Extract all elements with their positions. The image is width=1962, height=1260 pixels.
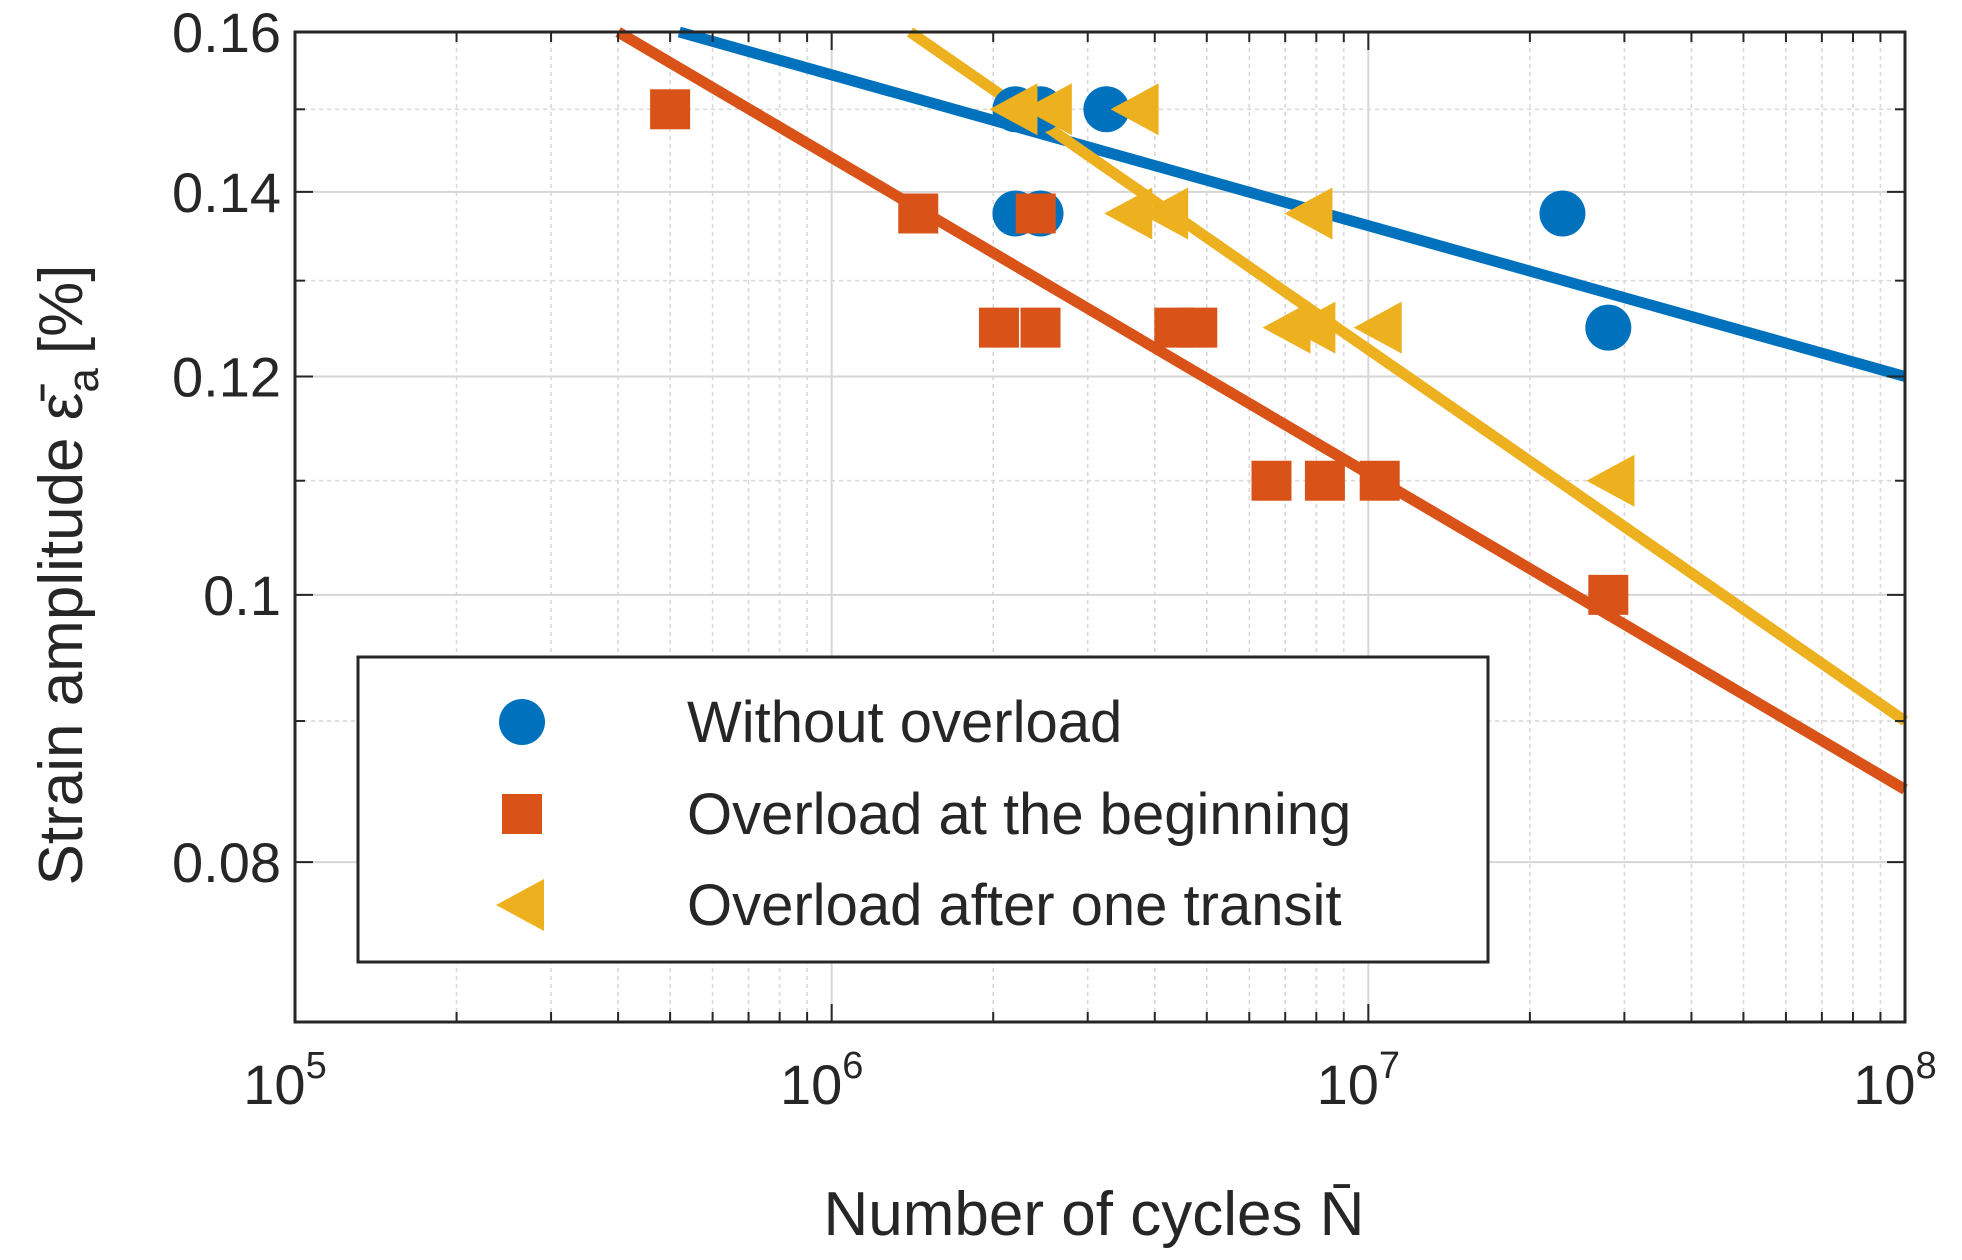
x-tick-label: 107: [1317, 1045, 1400, 1116]
x-tick-label-base: 10: [1317, 1053, 1379, 1116]
fit-lines: [615, 26, 1909, 795]
square-marker: [650, 89, 691, 130]
triangle-marker: [1104, 187, 1153, 240]
circle-marker: [1585, 304, 1632, 351]
legend-label: Overload after one transit: [687, 873, 1341, 938]
circle-marker: [1083, 86, 1130, 133]
square-marker: [1020, 307, 1061, 348]
triangle-marker: [1353, 301, 1402, 354]
legend-label: Overload at the beginning: [687, 782, 1351, 847]
x-tick-label-base: 10: [243, 1053, 305, 1116]
triangle-marker: [989, 83, 1038, 136]
circle-marker: [499, 699, 545, 745]
x-tick-label-base: 10: [780, 1053, 842, 1116]
legend-label: Without overload: [687, 690, 1122, 755]
triangle-marker: [1023, 83, 1072, 136]
square-marker: [1251, 460, 1292, 501]
x-tick-label-exponent: 6: [842, 1045, 863, 1087]
square-marker: [1359, 460, 1400, 501]
square-marker: [1177, 307, 1218, 348]
y-axis-title-group: Strain amplitude ε̄a [%]: [27, 265, 108, 886]
x-tick-label: 106: [780, 1045, 863, 1116]
triangle-marker: [1287, 301, 1336, 354]
y-tick-label: 0.12: [172, 346, 281, 409]
plot-frame: [293, 30, 1907, 1024]
fit-line: [615, 27, 1908, 795]
y-tick-label: 0.14: [172, 161, 281, 224]
x-tick-label: 105: [243, 1045, 326, 1116]
triangle-marker: [1140, 187, 1189, 240]
triangle-marker: [1110, 83, 1159, 136]
square-marker: [898, 193, 939, 234]
square-marker: [978, 307, 1019, 348]
triangle-marker: [1284, 187, 1333, 240]
x-tick-label-base: 10: [1853, 1053, 1915, 1116]
x-tick-label-exponent: 8: [1916, 1045, 1937, 1087]
axis-ticks: [294, 31, 1906, 1023]
square-marker: [1304, 460, 1345, 501]
square-marker: [1588, 574, 1629, 615]
square-marker: [502, 794, 542, 834]
circle-marker: [1539, 190, 1586, 237]
triangle-marker: [496, 879, 544, 931]
y-axis-title-subscript: a: [59, 368, 108, 393]
fit-line: [906, 27, 1909, 726]
y-axis-title-unit: [%]: [27, 265, 96, 355]
x-tick-label-exponent: 7: [1379, 1045, 1400, 1087]
y-axis-title-main: Strain amplitude ε̄: [27, 384, 96, 886]
y-tick-label: 0.16: [172, 1, 281, 64]
square-marker: [1015, 193, 1056, 234]
data-markers: [650, 83, 1635, 615]
x-tick-labels: 105 106 107 108: [243, 1045, 1936, 1116]
y-tick-label: 0.1: [203, 564, 281, 627]
y-axis-title: Strain amplitude ε̄a [%]: [27, 265, 108, 886]
y-tick-labels: 0.08 0.1 0.12 0.14 0.16: [172, 1, 281, 894]
triangle-marker: [1262, 301, 1311, 354]
legend: Without overload Overload at the beginnin…: [356, 655, 1490, 964]
x-tick-label-exponent: 5: [306, 1045, 327, 1087]
triangle-marker: [1586, 454, 1635, 507]
x-tick-label: 108: [1853, 1045, 1936, 1116]
fit-line: [677, 26, 1907, 382]
y-tick-label: 0.08: [172, 831, 281, 894]
legend-box: [356, 655, 1490, 964]
x-axis-title: Number of cycles N̄: [824, 1180, 1365, 1249]
